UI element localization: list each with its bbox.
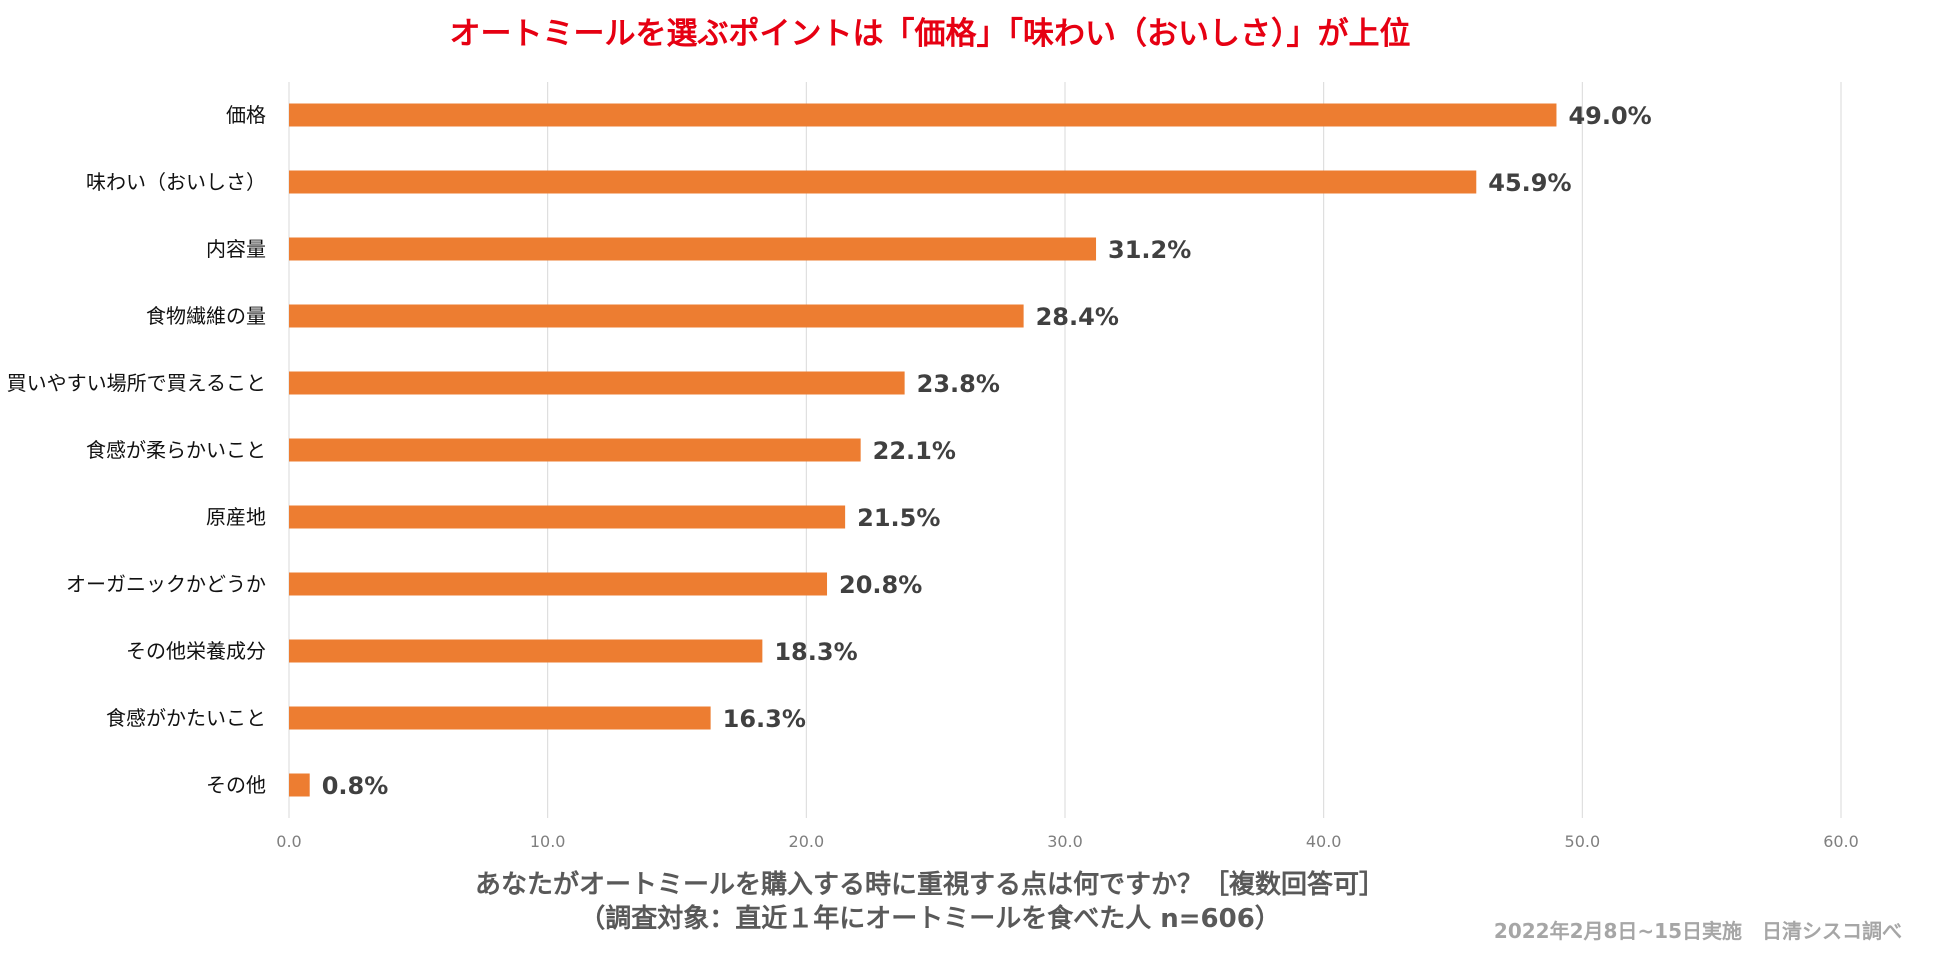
survey-source: 2022年2月8日~15日実施 日清シスコ調べ bbox=[1493, 919, 1902, 943]
bar bbox=[289, 572, 828, 596]
bar bbox=[289, 438, 861, 462]
value-label: 0.8% bbox=[322, 772, 389, 800]
survey-question-line2: （調査対象：直近１年にオートミールを食べた人 n=606） bbox=[579, 904, 1281, 934]
x-tick-label: 0.0 bbox=[276, 832, 301, 851]
category-label: 食感が柔らかいこと bbox=[86, 438, 266, 462]
value-label: 49.0% bbox=[1568, 102, 1651, 130]
bar bbox=[289, 773, 310, 797]
category-label: 内容量 bbox=[206, 237, 266, 261]
bar bbox=[289, 237, 1097, 261]
value-label: 45.9% bbox=[1488, 169, 1571, 197]
survey-question: あなたがオートミールを購入する時に重視する点は何ですか？［複数回答可］ （調査対… bbox=[0, 868, 1860, 936]
category-label: その他 bbox=[206, 773, 266, 797]
bar bbox=[289, 505, 846, 529]
value-label: 28.4% bbox=[1036, 303, 1119, 331]
bar bbox=[289, 706, 711, 730]
x-tick-label: 10.0 bbox=[530, 832, 566, 851]
category-label: 食物繊維の量 bbox=[146, 304, 266, 328]
category-label: 味わい（おいしさ） bbox=[86, 170, 266, 194]
x-tick-label: 30.0 bbox=[1047, 832, 1083, 851]
labels: 0.0 10.0 20.0 30.0 40.0 50.0 60.0 価格 49.0% 味わい（おい… bbox=[7, 102, 1859, 851]
category-label: 価格 bbox=[226, 103, 266, 127]
x-tick-label: 50.0 bbox=[1565, 832, 1601, 851]
category-label: 買いやすい場所で買えること bbox=[7, 371, 266, 395]
bar bbox=[289, 170, 1477, 194]
bar bbox=[289, 371, 905, 395]
category-label: オーガニックかどうか bbox=[66, 572, 266, 596]
bar bbox=[289, 639, 763, 663]
value-label: 16.3% bbox=[723, 705, 806, 733]
x-tick-label: 20.0 bbox=[789, 832, 825, 851]
category-label: 原産地 bbox=[206, 505, 266, 529]
value-label: 18.3% bbox=[774, 638, 857, 666]
value-label: 21.5% bbox=[857, 504, 940, 532]
survey-question-line1: あなたがオートミールを購入する時に重視する点は何ですか？［複数回答可］ bbox=[474, 870, 1385, 900]
value-label: 31.2% bbox=[1108, 236, 1191, 264]
value-label: 20.8% bbox=[839, 571, 922, 599]
bars bbox=[289, 103, 1557, 797]
category-label: 食感がかたいこと bbox=[106, 706, 266, 730]
bar bbox=[289, 103, 1557, 127]
category-label: その他栄養成分 bbox=[126, 639, 266, 663]
x-tick-label: 60.0 bbox=[1823, 832, 1859, 851]
chart-title: オートミールを選ぶポイントは「価格」「味わい（おいしさ）」が上位 bbox=[449, 16, 1411, 52]
value-label: 22.1% bbox=[873, 437, 956, 465]
x-tick-label: 40.0 bbox=[1306, 832, 1342, 851]
value-label: 23.8% bbox=[917, 370, 1000, 398]
bar bbox=[289, 304, 1024, 328]
